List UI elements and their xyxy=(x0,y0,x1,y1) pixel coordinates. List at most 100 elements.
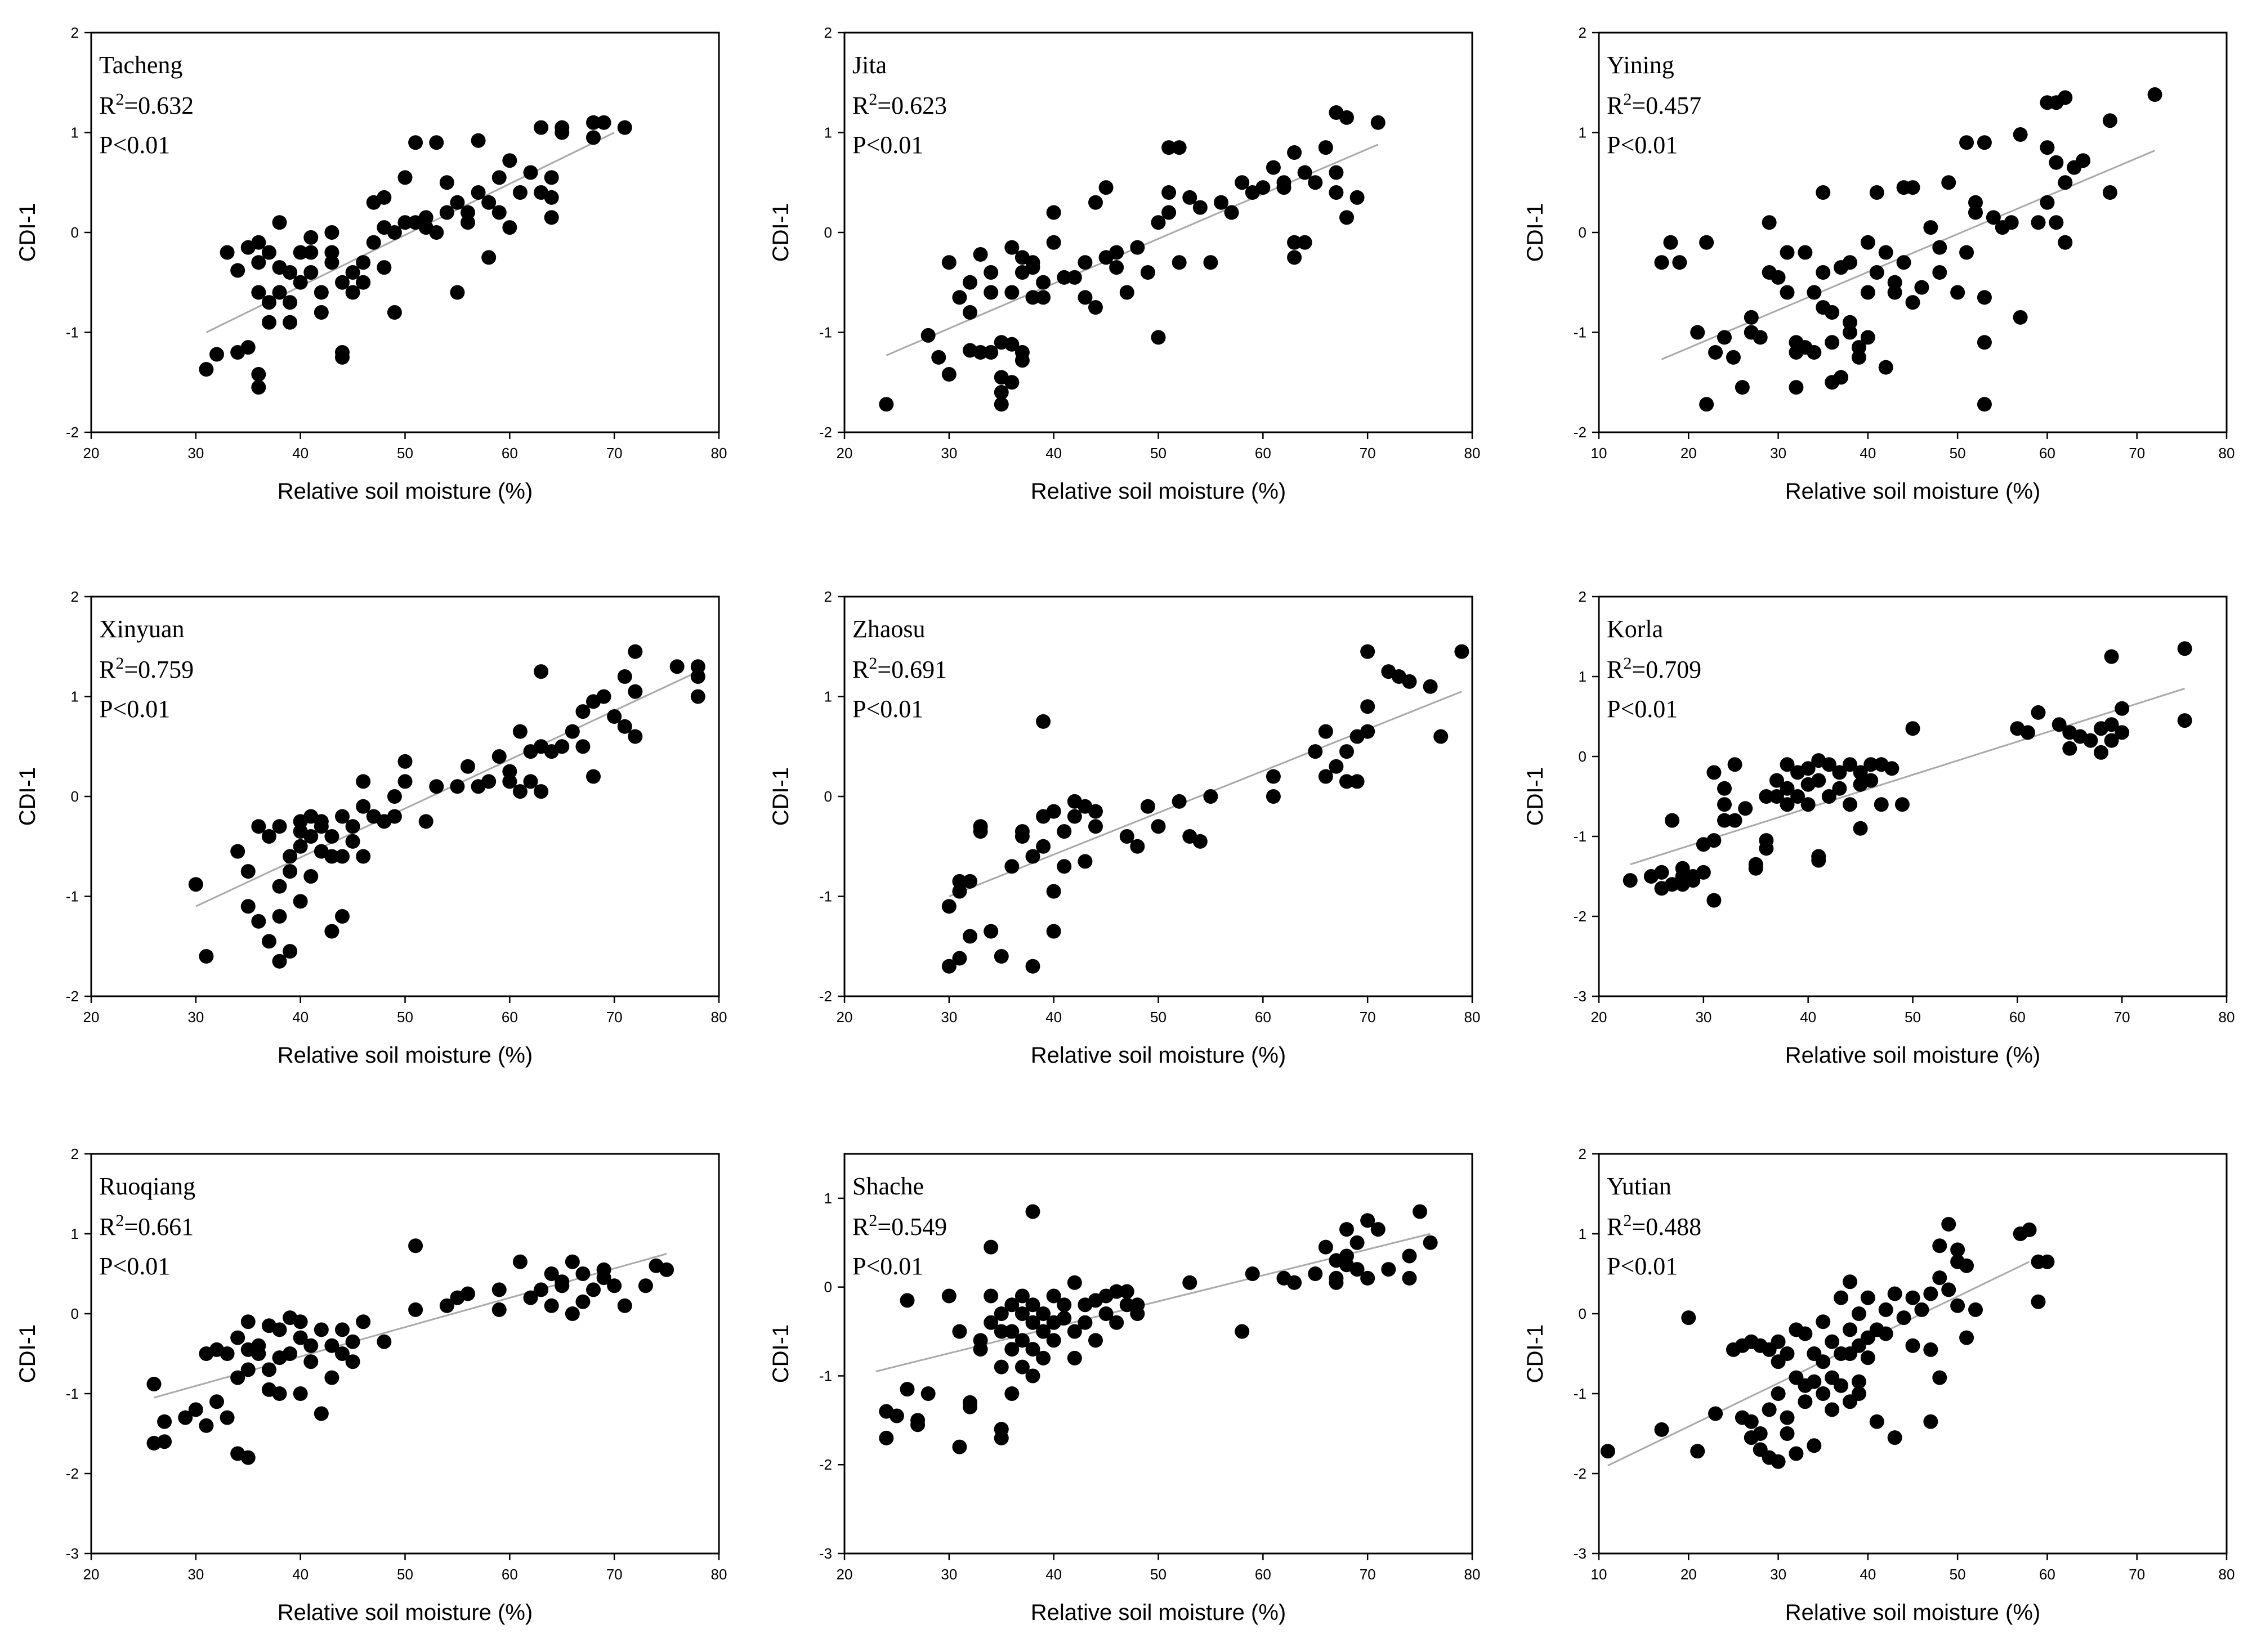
data-point xyxy=(1036,839,1051,854)
y-tick-label: 0 xyxy=(71,224,79,241)
data-point xyxy=(1863,773,1879,788)
data-point xyxy=(941,1288,957,1304)
data-point xyxy=(1004,285,1020,300)
x-tick-label: 20 xyxy=(83,1566,100,1583)
data-point xyxy=(1057,824,1072,839)
data-point xyxy=(157,1434,172,1449)
data-point xyxy=(1098,1306,1114,1321)
data-point xyxy=(586,130,601,145)
data-point xyxy=(2177,713,2192,728)
data-point xyxy=(471,185,486,200)
data-point xyxy=(534,784,549,799)
data-point xyxy=(575,704,591,719)
data-point xyxy=(1977,290,1992,305)
data-point xyxy=(303,265,319,280)
data-point xyxy=(1287,145,1302,160)
x-axis-title: Relative soil moisture (%) xyxy=(278,479,533,504)
data-point xyxy=(345,1354,360,1369)
data-point xyxy=(1727,813,1742,828)
y-tick-label: -2 xyxy=(1574,908,1586,925)
data-point xyxy=(1402,1270,1417,1286)
data-point xyxy=(1950,1298,1965,1313)
data-point xyxy=(1762,1402,1777,1417)
data-point xyxy=(596,689,611,704)
data-point xyxy=(1959,1330,1974,1345)
data-point xyxy=(1807,1374,1822,1389)
data-point xyxy=(240,864,256,879)
panel-korla: 20 30 40 50 60 70 80 -3 -2 -1 0 1 2 Relative soil moi… xyxy=(1523,588,2234,1068)
y-tick-label: -3 xyxy=(819,1545,832,1562)
data-point xyxy=(345,265,360,280)
data-point xyxy=(1088,1333,1103,1348)
data-point xyxy=(2102,113,2117,128)
data-point xyxy=(366,235,381,250)
data-point xyxy=(1821,789,1836,804)
data-point xyxy=(1266,160,1281,175)
data-point xyxy=(1014,1288,1030,1304)
station-label: Ruoqiang xyxy=(99,1172,195,1200)
x-tick-label: 40 xyxy=(1860,1566,1876,1583)
data-point xyxy=(544,190,559,205)
data-point xyxy=(1932,1370,1947,1385)
y-tick-label: -2 xyxy=(66,988,79,1005)
x-tick-label: 60 xyxy=(2009,1009,2026,1026)
data-point xyxy=(502,774,517,789)
data-point xyxy=(261,934,276,949)
data-point xyxy=(1905,180,1920,195)
data-point xyxy=(544,1298,559,1313)
data-point xyxy=(1381,1262,1396,1277)
x-tick-label: 50 xyxy=(397,1566,413,1583)
data-point xyxy=(690,689,705,704)
data-point xyxy=(251,367,266,382)
x-tick-label: 80 xyxy=(2219,1566,2235,1583)
data-point xyxy=(1119,829,1134,844)
data-point xyxy=(356,799,371,814)
data-point xyxy=(418,814,433,829)
data-point xyxy=(439,1298,454,1313)
data-point xyxy=(1140,799,1155,814)
data-point xyxy=(1807,285,1822,300)
data-point xyxy=(1067,1324,1082,1339)
data-point xyxy=(1036,290,1051,305)
station-label: Yining xyxy=(1607,51,1674,79)
data-point xyxy=(2177,641,2192,656)
data-point xyxy=(1067,1275,1082,1290)
data-point xyxy=(1130,240,1145,255)
y-axis-title: CDI-1 xyxy=(1523,767,1548,826)
data-point xyxy=(335,275,350,290)
data-point xyxy=(1790,789,1805,804)
y-tick-label: 1 xyxy=(71,1225,79,1242)
y-tick-label: 1 xyxy=(1579,124,1586,141)
data-point xyxy=(1255,180,1271,195)
data-point xyxy=(1950,1242,1965,1257)
y-tick-label: 1 xyxy=(1579,1225,1586,1242)
data-point xyxy=(377,260,392,275)
x-tick-label: 80 xyxy=(1464,1009,1481,1026)
data-point xyxy=(2115,725,2130,740)
data-point xyxy=(303,1354,319,1369)
y-tick-label: 0 xyxy=(824,1279,832,1296)
data-point xyxy=(1800,797,1816,812)
data-point xyxy=(1821,757,1836,772)
data-point xyxy=(1825,1334,1840,1349)
data-point xyxy=(1696,865,1711,880)
data-point xyxy=(1339,110,1354,125)
data-point xyxy=(1843,1274,1857,1290)
data-point xyxy=(1161,140,1177,155)
data-point xyxy=(1036,1350,1051,1366)
data-point xyxy=(1853,765,1868,780)
data-point xyxy=(994,397,1009,412)
y-tick-label: -1 xyxy=(819,888,832,905)
data-point xyxy=(1748,861,1763,876)
data-point xyxy=(2104,649,2119,664)
data-point xyxy=(335,809,350,824)
data-point xyxy=(1004,1342,1020,1357)
p-value-label: P<0.01 xyxy=(99,1252,170,1280)
y-tick-label: 2 xyxy=(1579,24,1586,41)
data-point xyxy=(586,115,601,130)
x-tick-label: 70 xyxy=(1360,445,1376,462)
panel-tacheng: 20 30 40 50 60 70 80 -2 -1 0 1 2 Relative soil moist… xyxy=(15,24,727,504)
data-point xyxy=(1140,265,1155,280)
x-tick-label: 70 xyxy=(606,445,623,462)
data-point xyxy=(1771,270,1786,285)
